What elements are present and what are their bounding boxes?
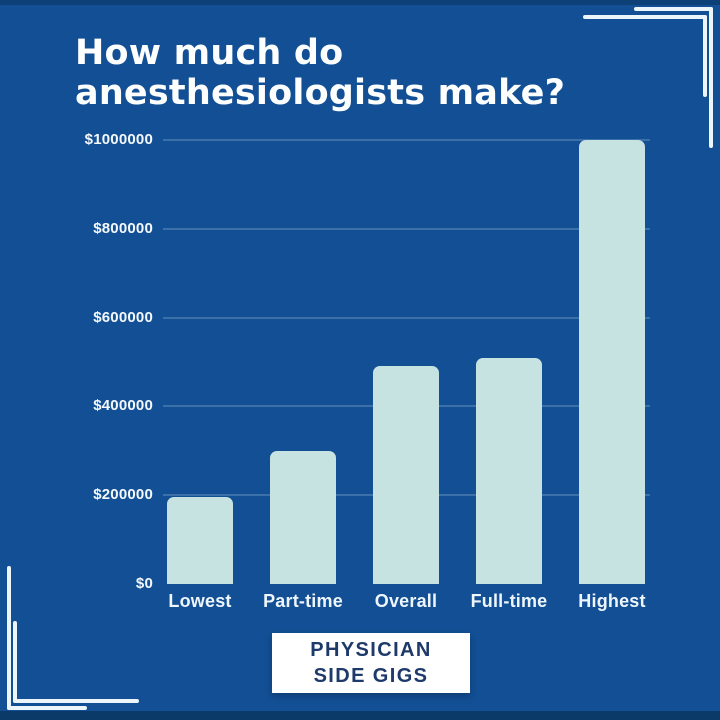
- bar-part-time: [270, 450, 336, 584]
- physician-side-gigs-logo: PHYSICIAN SIDE GIGS: [272, 633, 470, 693]
- gridline: [163, 316, 650, 319]
- logo-line1: PHYSICIAN: [310, 639, 432, 661]
- y-axis-tick-label: $0: [135, 575, 153, 592]
- bar-full-time: [476, 357, 542, 584]
- bar-lowest: [167, 497, 233, 584]
- y-axis-tick-label: $400000: [93, 397, 153, 415]
- page-title-line2: anesthesiologists make?: [75, 73, 566, 113]
- bar-highest: [579, 140, 645, 584]
- x-axis-category-label: Full-time: [470, 591, 548, 611]
- plot-area: [163, 139, 650, 584]
- top-edge-strip: [0, 0, 720, 5]
- x-axis-category-label: Part-time: [263, 591, 343, 611]
- y-axis-tick-label: $800000: [93, 219, 153, 237]
- gridline: [163, 227, 650, 230]
- y-axis-tick-label: $600000: [93, 308, 153, 326]
- page-title-line1: How much do: [75, 33, 344, 73]
- y-axis-tick-label: $200000: [93, 486, 153, 504]
- x-axis-category-label: Overall: [374, 591, 438, 611]
- page-title: How much do anesthesiologists make?: [75, 33, 655, 113]
- x-axis-category-label: Highest: [578, 591, 646, 611]
- logo-line2: SIDE GIGS: [313, 665, 429, 687]
- y-axis-tick-label: $1000000: [84, 131, 153, 148]
- gridline: [163, 139, 650, 141]
- bar-overall: [373, 366, 439, 584]
- bottom-edge-strip: [0, 711, 720, 720]
- x-axis-category-label: Lowest: [168, 591, 232, 611]
